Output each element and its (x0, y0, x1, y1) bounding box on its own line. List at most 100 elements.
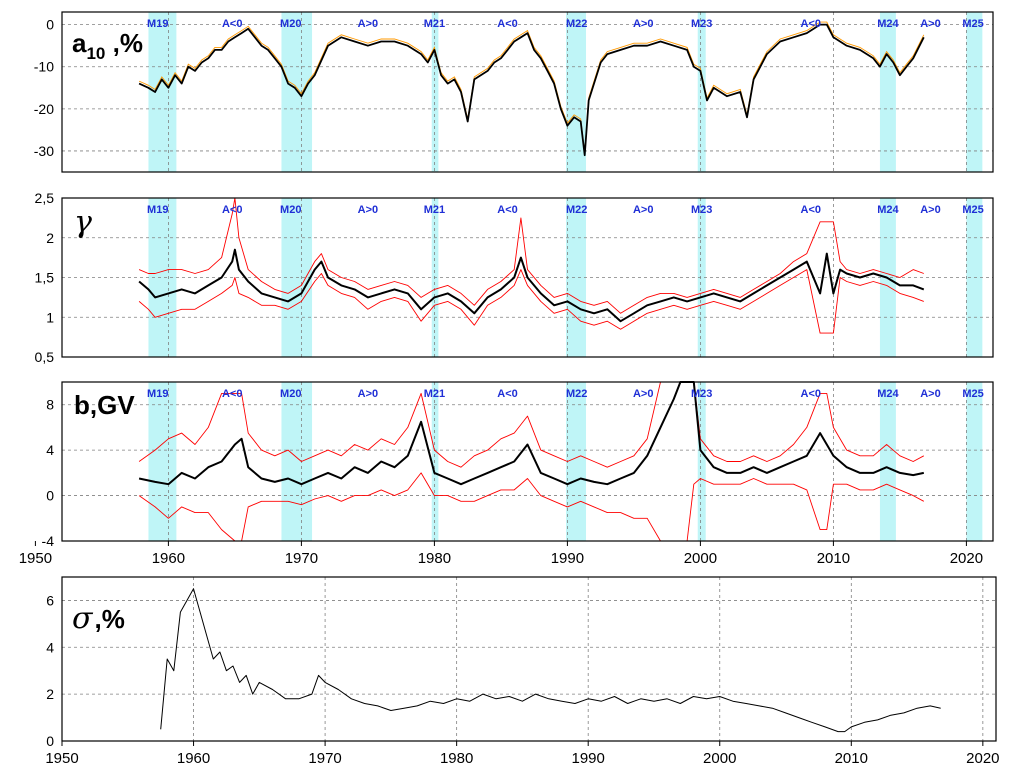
cycle-label: A<0 (497, 204, 518, 216)
solar-max-band (148, 12, 177, 172)
cycle-label: A<0 (497, 18, 518, 30)
panel-gamma: 2,5 2 1,5 1 0,5 M19 A<0 M20 A>0 M21 A<0 M22 A>0 M23 A<… (35, 190, 994, 365)
cycle-label: M23 (691, 18, 712, 30)
solar-max-band (566, 12, 587, 172)
cycle-label: M21 (424, 18, 445, 30)
cycle-label: M20 (280, 388, 301, 400)
cycle-label: A>0 (633, 18, 654, 30)
panel-a10-title: a10 ,% (72, 28, 143, 63)
y-tick-label: 6 (46, 592, 54, 608)
y-tick-label: 1,5 (35, 270, 55, 286)
cycle-label: M20 (280, 18, 301, 30)
solar-max-band (148, 382, 177, 541)
x-tick-label: 2020 (966, 750, 999, 767)
y-tick-label: -20 (34, 101, 54, 117)
cycle-label: A>0 (358, 18, 379, 30)
solar-max-band (431, 12, 439, 172)
cycle-label: A>0 (920, 204, 941, 216)
y-tick-label: 2 (46, 230, 54, 246)
solar-max-band (281, 12, 313, 172)
y-tick-label: 4 (46, 442, 54, 458)
x-tick-label: 2010 (817, 550, 850, 567)
cycle-label: M24 (877, 388, 899, 400)
cycle-label: A>0 (358, 388, 379, 400)
cycle-label: M23 (691, 204, 712, 216)
cycle-label: M22 (566, 388, 587, 400)
x-tick-label: 1970 (308, 750, 341, 767)
y-tick-label: 2 (46, 686, 54, 702)
x-tick-label: 1950 (19, 550, 52, 567)
solar-max-band (879, 382, 896, 541)
solar-max-band (566, 382, 587, 541)
cycle-label: A<0 (801, 388, 822, 400)
cycle-label: M19 (147, 18, 168, 30)
cycle-label: M22 (566, 204, 587, 216)
cycle-label: A<0 (801, 204, 822, 216)
band-line (138, 472, 925, 542)
y-tick-label: 0,5 (35, 349, 55, 365)
plot-frame (61, 11, 994, 173)
y-tick-label: 4 (46, 639, 54, 655)
solar-max-band (697, 12, 706, 172)
y-tick-label: 0 (46, 733, 54, 749)
cycle-label: M21 (424, 388, 445, 400)
panel-b-title: b,GV (74, 390, 135, 420)
cycle-label: M19 (147, 204, 168, 216)
band-line (138, 197, 924, 314)
cycle-label: M19 (147, 388, 168, 400)
x-tick-label: 1960 (177, 750, 210, 767)
x-tick-label: 1960 (152, 550, 185, 567)
y-tick-label: 2,5 (35, 190, 55, 206)
cycle-label: M25 (962, 204, 983, 216)
panel-sigma-title: σ,% (72, 601, 125, 636)
solar-max-band (281, 382, 313, 541)
y-tick-label: -10 (34, 59, 54, 75)
solar-max-band (697, 198, 706, 357)
x-tick-label: 1980 (440, 750, 473, 767)
solar-max-band (879, 12, 896, 172)
cycle-label: M24 (877, 18, 899, 30)
cycle-label: A>0 (920, 18, 941, 30)
x-tick-label: 2020 (950, 550, 983, 567)
series-line (138, 381, 925, 486)
y-tick-label: 1 (46, 309, 54, 325)
x-tick-label: 1990 (551, 550, 584, 567)
cycle-label: M20 (280, 204, 301, 216)
series-line (138, 23, 925, 157)
plot-frame (61, 576, 997, 742)
solar-max-band (966, 382, 983, 541)
cycle-label: M25 (962, 18, 983, 30)
band-line (138, 269, 924, 334)
cycle-label: A<0 (801, 18, 822, 30)
x-tick-label: 1970 (285, 550, 318, 567)
secondary-series-line (138, 21, 925, 153)
cycle-label: A<0 (222, 18, 243, 30)
x-tick-label: 2010 (835, 750, 868, 767)
y-tick-label: 0 (46, 488, 54, 504)
cycle-label: M21 (424, 204, 445, 216)
x-tick-label: 1980 (418, 550, 451, 567)
y-tick-label: -30 (34, 143, 54, 159)
panel-a10: 0 -10 -20 -30 M19 A<0 M20 A>0 M21 A<0 M22 A>0 M23 A<0… (34, 11, 994, 173)
solar-max-band (566, 198, 587, 357)
x-tick-label: 1950 (45, 750, 78, 767)
cycle-label: A>0 (633, 204, 654, 216)
cycle-label: A<0 (222, 388, 243, 400)
panel-b: 8 4 0 -4 M19 A<0 M20 A>0 M21 A<0 M22 A>0 M23 A<0 M24 A>… (19, 381, 994, 567)
solar-max-band (431, 382, 439, 541)
panel-gamma-title: γ (74, 205, 92, 240)
band-line (138, 381, 925, 468)
cycle-label: M25 (962, 388, 983, 400)
y-tick-label: -4 (42, 533, 55, 549)
series-line (160, 588, 941, 733)
cycle-label: A>0 (920, 388, 941, 400)
x-tick-label: 1990 (572, 750, 605, 767)
y-tick-label: 0 (46, 17, 54, 33)
plot-frame (61, 381, 994, 542)
cycle-label: M23 (691, 388, 712, 400)
x-tick-label: 2000 (703, 750, 736, 767)
cycle-label: A>0 (358, 204, 379, 216)
series-line (138, 248, 925, 323)
cycle-label: A<0 (222, 204, 243, 216)
